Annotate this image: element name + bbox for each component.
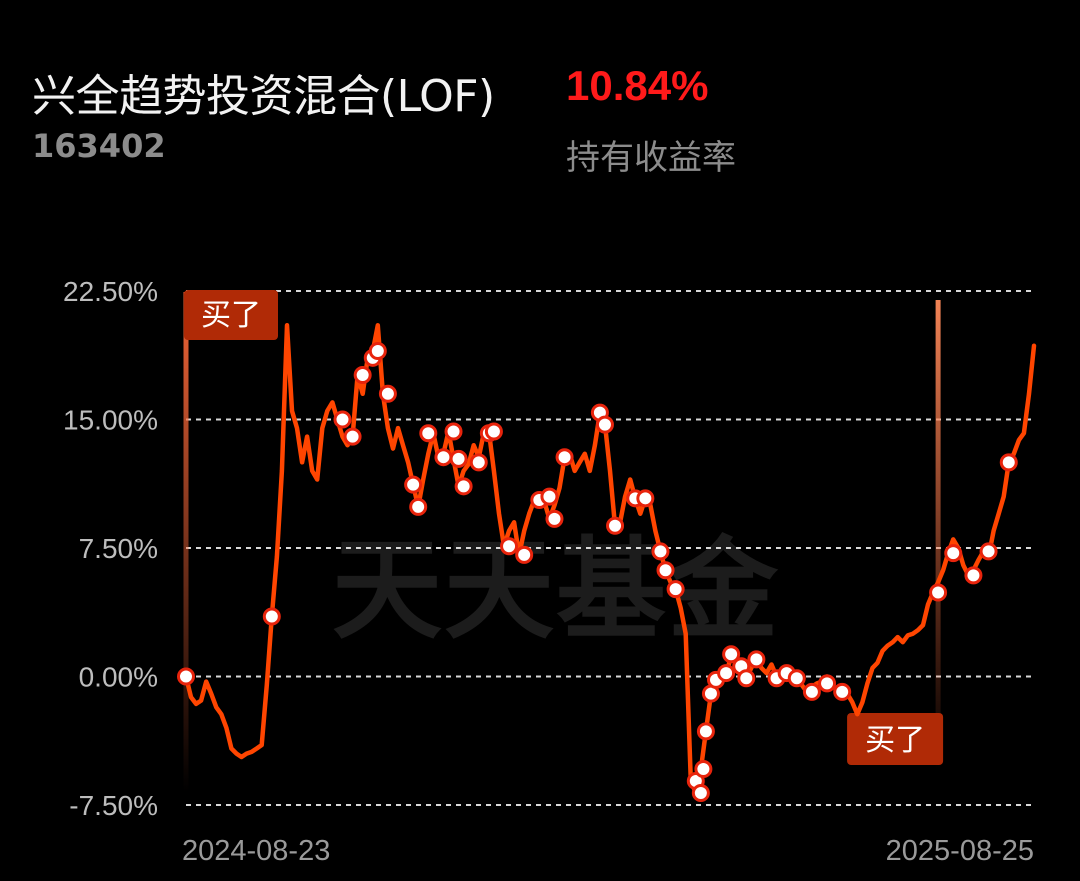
y-tick-label: -7.50% xyxy=(69,790,158,821)
holding-return-label: 持有收益率 xyxy=(566,138,736,178)
data-point-marker xyxy=(469,453,488,472)
data-point-marker xyxy=(802,682,821,701)
data-point-marker xyxy=(545,509,564,528)
fund-name: 兴全趋势投资混合(LOF) xyxy=(32,71,495,122)
axis-layer: 22.50% 15.00% 7.50% 0.00% -7.50% 2024-08-23 20… xyxy=(63,276,1034,867)
data-point-marker xyxy=(747,650,766,669)
data-point-marker xyxy=(651,542,670,561)
series-line xyxy=(183,323,1037,796)
data-point-marker xyxy=(964,566,983,585)
data-point-marker xyxy=(378,384,397,403)
data-point-marker xyxy=(606,516,625,535)
data-point-marker xyxy=(999,453,1018,472)
data-point-marker xyxy=(515,545,534,564)
watermark-text: 天天基金 xyxy=(332,526,780,654)
data-point-marker xyxy=(691,784,710,803)
data-point-marker xyxy=(444,422,463,441)
data-point-marker xyxy=(419,424,438,443)
y-tick-label: 0.00% xyxy=(79,662,158,693)
data-point-marker xyxy=(636,489,655,508)
data-point-marker xyxy=(818,674,837,693)
buy-badge-label: 买了 xyxy=(201,298,261,333)
buy-badge-label: 买了 xyxy=(865,723,925,758)
data-point-marker xyxy=(343,427,362,446)
buy-marker-line xyxy=(935,300,941,770)
data-point-marker xyxy=(555,448,574,467)
y-tick-label: 15.00% xyxy=(63,405,158,436)
data-point-marker xyxy=(979,542,998,561)
data-point-marker xyxy=(484,422,503,441)
data-point-marker xyxy=(449,449,468,468)
marker-layer xyxy=(177,341,1018,803)
buy-marker-line xyxy=(183,292,189,792)
data-point-marker xyxy=(434,448,453,467)
data-point-marker xyxy=(737,669,756,688)
buy-badge xyxy=(847,713,944,765)
buy-badge xyxy=(184,290,278,340)
data-point-marker xyxy=(404,475,423,494)
data-point-marker xyxy=(833,682,852,701)
data-point-marker xyxy=(722,645,741,664)
holding-return-value: 10.84% xyxy=(566,62,709,109)
data-point-marker xyxy=(540,487,559,506)
data-point-marker xyxy=(262,607,281,626)
data-point-marker xyxy=(666,580,685,599)
data-point-marker xyxy=(353,365,372,384)
data-point-marker xyxy=(656,561,675,580)
data-point-marker xyxy=(929,583,948,602)
fund-header: 兴全趋势投资混合(LOF) 163402 10.84% 持有收益率 xyxy=(0,0,1080,200)
data-point-marker xyxy=(409,497,428,516)
data-point-marker xyxy=(694,760,713,779)
data-point-marker xyxy=(944,544,963,563)
y-tick-label: 7.50% xyxy=(79,533,158,564)
data-point-marker xyxy=(787,669,806,688)
x-tick-label: 2025-08-25 xyxy=(886,835,1034,867)
data-point-marker xyxy=(717,664,736,683)
data-point-marker xyxy=(333,410,352,429)
data-point-marker xyxy=(696,722,715,741)
data-point-marker xyxy=(454,477,473,496)
data-point-marker xyxy=(500,537,519,556)
data-point-marker xyxy=(368,341,387,360)
data-point-marker xyxy=(595,415,614,434)
fund-code: 163402 xyxy=(32,127,166,165)
y-tick-label: 22.50% xyxy=(63,276,158,307)
data-point-marker xyxy=(177,667,195,686)
x-tick-label: 2024-08-23 xyxy=(182,835,330,867)
